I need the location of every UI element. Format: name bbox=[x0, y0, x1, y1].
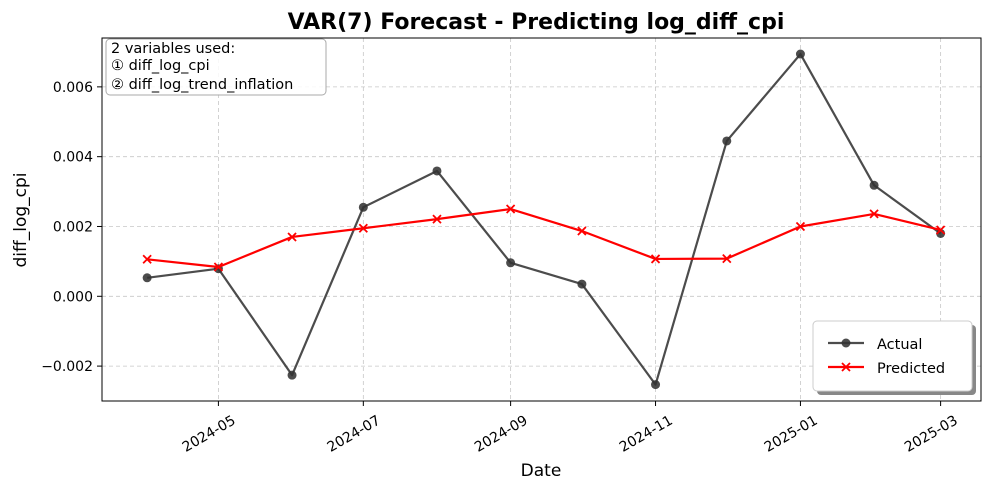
y-tick-label: −0.002 bbox=[41, 359, 93, 375]
series-line-actual bbox=[146, 52, 942, 386]
data-point-actual bbox=[432, 166, 442, 176]
data-point-actual bbox=[651, 380, 661, 390]
data-point-actual bbox=[577, 279, 587, 289]
legend-frame bbox=[812, 320, 973, 392]
plot-area-frame bbox=[101, 37, 982, 402]
series-actual bbox=[142, 49, 946, 390]
y-tick-label: 0.000 bbox=[53, 289, 93, 305]
data-point-actual bbox=[506, 258, 516, 268]
x-axis: 2024-05 2024-07 2024-09 2024-11 2025-01 2025-… bbox=[180, 401, 961, 456]
data-point-actual bbox=[287, 370, 297, 380]
data-point-predicted bbox=[577, 226, 587, 236]
data-point-actual bbox=[142, 273, 152, 283]
series-predicted bbox=[142, 204, 946, 272]
data-point-predicted bbox=[358, 223, 368, 233]
legend-predicted-label: Predicted bbox=[877, 361, 945, 377]
data-point-predicted bbox=[722, 253, 732, 264]
legend: Actual Predicted bbox=[812, 320, 976, 395]
data-point-predicted bbox=[142, 254, 152, 264]
series-line-predicted bbox=[147, 207, 941, 269]
y-tick-label: 0.002 bbox=[53, 219, 93, 235]
legend-actual-label: Actual bbox=[877, 337, 922, 353]
data-point-actual bbox=[795, 49, 805, 59]
x-tick-label: 2024-11 bbox=[617, 413, 676, 456]
data-point-predicted bbox=[505, 204, 516, 214]
annotation-frame bbox=[105, 38, 327, 96]
data-point-actual bbox=[722, 136, 732, 146]
chart-title: VAR(7) Forecast - Predicting log_diff_cp… bbox=[288, 10, 785, 35]
x-tick-label: 2025-01 bbox=[762, 413, 821, 456]
annotation-box: 2 variables used: ① diff_log_cpi ② diff_… bbox=[105, 38, 327, 96]
x-tick-label: 2024-05 bbox=[180, 413, 239, 456]
data-point-predicted bbox=[869, 209, 879, 219]
legend-actual-marker bbox=[841, 338, 851, 348]
y-axis: −0.002 0.000 0.002 0.004 0.006 bbox=[41, 80, 102, 375]
x-tick-label: 2024-07 bbox=[325, 413, 384, 456]
legend-predicted-marker bbox=[841, 362, 851, 372]
annotation-line-1: 2 variables used: bbox=[111, 41, 235, 57]
data-point-actual bbox=[358, 202, 368, 212]
x-tick-label: 2024-09 bbox=[472, 413, 531, 456]
data-point-predicted bbox=[650, 254, 661, 264]
data-point-predicted bbox=[432, 214, 442, 224]
y-axis-title: diff_log_cpi bbox=[11, 172, 31, 267]
data-point-actual bbox=[869, 180, 879, 190]
series-layer bbox=[142, 49, 946, 390]
data-point-predicted bbox=[287, 232, 297, 242]
y-tick-label: 0.004 bbox=[53, 150, 93, 166]
data-point-predicted bbox=[795, 221, 806, 232]
data-point-predicted bbox=[213, 262, 224, 272]
y-tick-label: 0.006 bbox=[53, 80, 93, 96]
annotation-line-3: ② diff_log_trend_inflation bbox=[111, 77, 293, 93]
annotation-line-2: ① diff_log_cpi bbox=[111, 58, 210, 74]
x-tick-label: 2025-03 bbox=[902, 413, 961, 456]
x-axis-title: Date bbox=[521, 461, 562, 481]
data-point-predicted bbox=[935, 225, 946, 235]
